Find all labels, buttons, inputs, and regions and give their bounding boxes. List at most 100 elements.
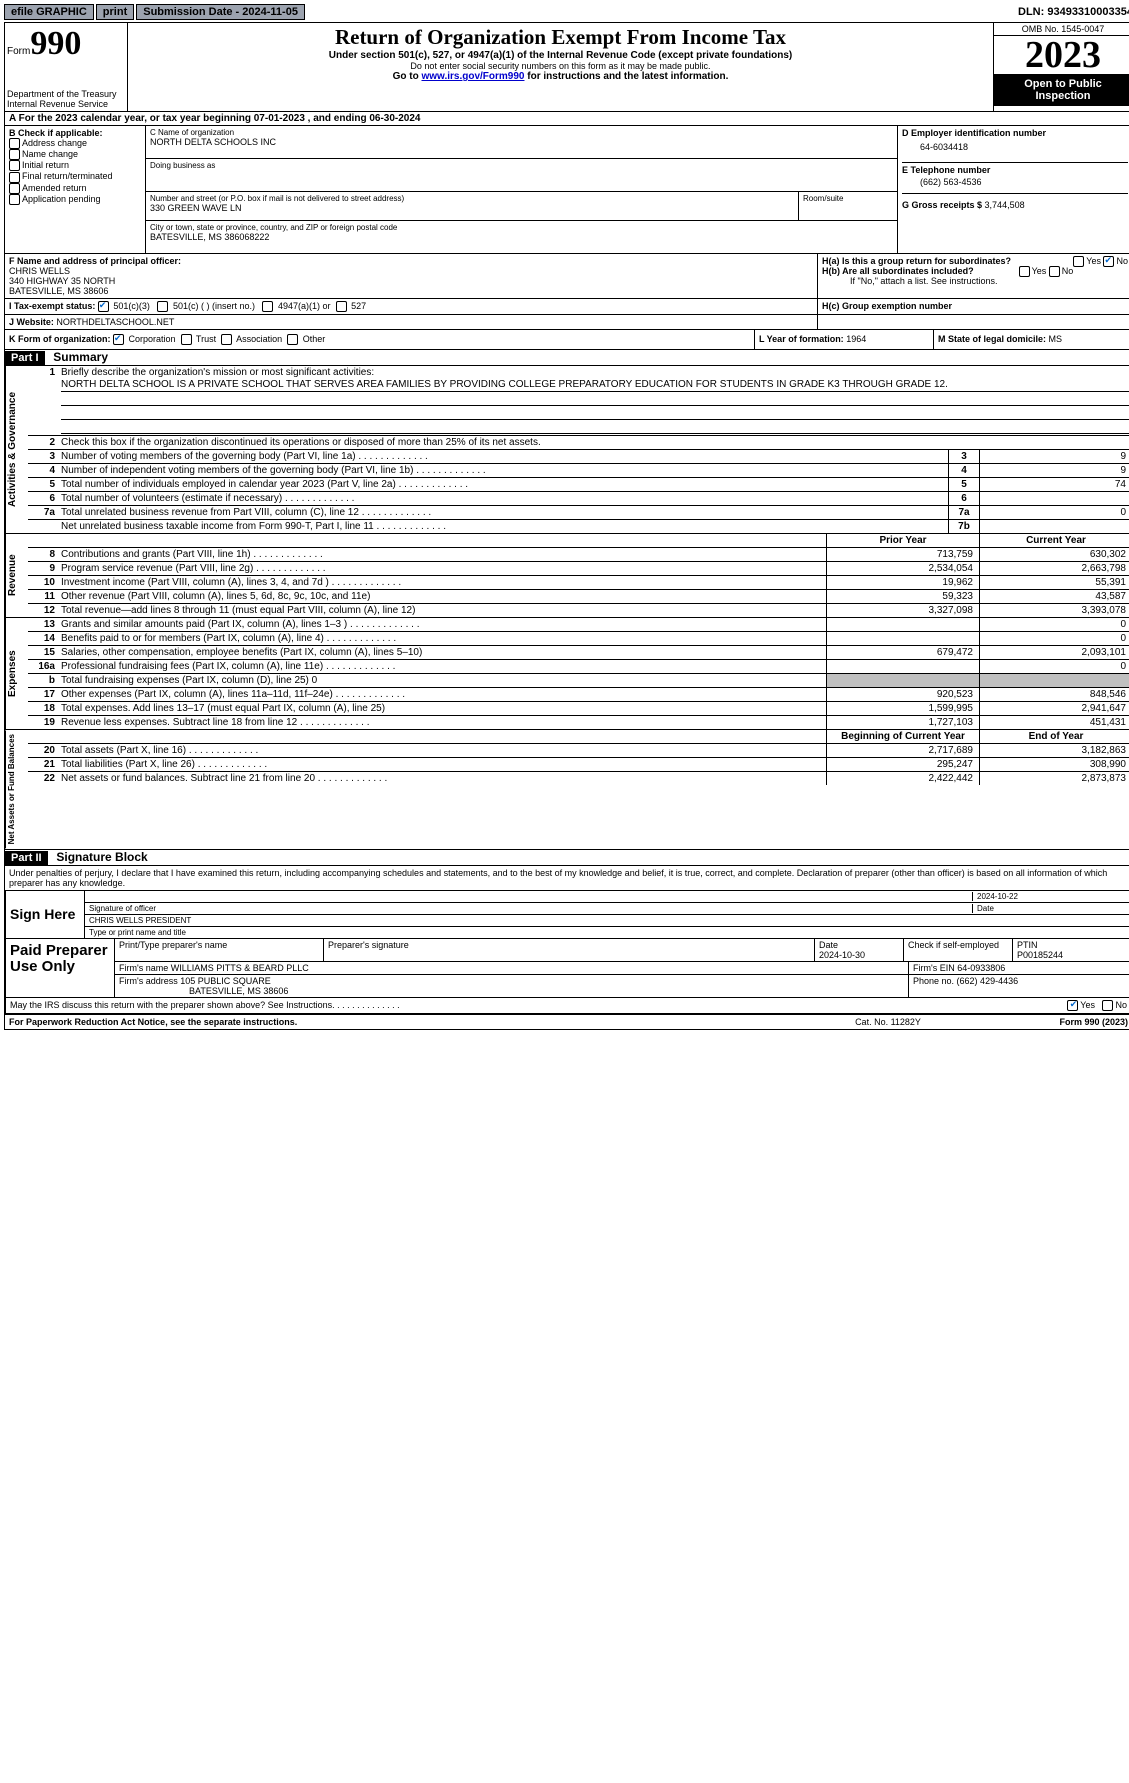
line5: Total number of individuals employed in … xyxy=(58,478,948,491)
box-b: B Check if applicable: Address change Na… xyxy=(5,126,146,253)
room-label: Room/suite xyxy=(803,194,893,203)
ck-other[interactable] xyxy=(287,334,298,345)
line11-py: 59,323 xyxy=(826,590,979,603)
firm-ein-label: Firm's EIN xyxy=(913,963,957,973)
submission-date-pill: Submission Date - 2024-11-05 xyxy=(136,4,305,20)
ck-501c[interactable] xyxy=(157,301,168,312)
ck-assoc[interactable] xyxy=(221,334,232,345)
opt-501c: 501(c) ( ) (insert no.) xyxy=(173,301,255,311)
section-revenue: Revenue Prior YearCurrent Year 8Contribu… xyxy=(5,534,1129,618)
prep-date-label: Date xyxy=(819,940,838,950)
ck-ha-yes[interactable] xyxy=(1073,256,1084,267)
ck-address-change[interactable] xyxy=(9,138,20,149)
subtitle-3: Go to www.irs.gov/Form990 for instructio… xyxy=(132,71,989,82)
footer-cat: Cat. No. 11282Y xyxy=(808,1017,968,1027)
ck-name-change[interactable] xyxy=(9,149,20,160)
ck-initial-return[interactable] xyxy=(9,160,20,171)
line21: Total liabilities (Part X, line 26) xyxy=(58,758,826,771)
line12-cy: 3,393,078 xyxy=(979,604,1129,617)
ck-trust[interactable] xyxy=(181,334,192,345)
section-fh: F Name and address of principal officer:… xyxy=(5,254,1129,299)
line4: Number of independent voting members of … xyxy=(58,464,948,477)
line16b: Total fundraising expenses (Part IX, col… xyxy=(58,674,826,687)
goto-pre: Go to xyxy=(393,71,422,82)
opt-527: 527 xyxy=(351,301,366,311)
line3: Number of voting members of the governin… xyxy=(58,450,948,463)
signature-block: Under penalties of perjury, I declare th… xyxy=(5,866,1129,1014)
period-end: 06-30-2024 xyxy=(369,113,420,124)
prep-sig-label: Preparer's signature xyxy=(324,939,815,961)
firm-phone-value: (662) 429-4436 xyxy=(957,976,1019,986)
ck-hb-yes[interactable] xyxy=(1019,266,1030,277)
section-j: J Website: NORTHDELTASCHOOL.NET xyxy=(5,315,1129,330)
ck-501c3[interactable] xyxy=(98,301,109,312)
header-middle: Return of Organization Exempt From Incom… xyxy=(128,23,993,111)
line10-cy: 55,391 xyxy=(979,576,1129,589)
ck-hb-no[interactable] xyxy=(1049,266,1060,277)
lbl-address-change: Address change xyxy=(22,138,87,148)
line20-cy: 3,182,863 xyxy=(979,744,1129,757)
side-net-assets: Net Assets or Fund Balances xyxy=(5,730,28,848)
line1-desc: Briefly describe the organization's miss… xyxy=(58,366,1129,435)
form-org-label: K Form of organization: xyxy=(9,334,111,344)
form-small: Form xyxy=(7,46,30,57)
ck-app-pending[interactable] xyxy=(9,194,20,205)
line4-val: 9 xyxy=(979,464,1129,477)
ck-amended[interactable] xyxy=(9,183,20,194)
lbl-amended: Amended return xyxy=(22,183,87,193)
subtitle-2: Do not enter social security numbers on … xyxy=(132,61,989,71)
street-value: 330 GREEN WAVE LN xyxy=(150,203,794,213)
lbl-name-change: Name change xyxy=(22,149,78,159)
current-year-hdr: Current Year xyxy=(979,534,1129,547)
box-k: K Form of organization: Corporation Trus… xyxy=(5,330,754,349)
street-label: Number and street (or P.O. box if mail i… xyxy=(150,194,794,203)
ptin-value: P00185244 xyxy=(1017,950,1063,960)
form-990: Form990 Department of the Treasury Inter… xyxy=(4,22,1129,1030)
irs-link[interactable]: www.irs.gov/Form990 xyxy=(421,71,524,82)
line1-num: 1 xyxy=(28,366,58,435)
box-b-header: B Check if applicable: xyxy=(9,128,141,138)
line18: Total expenses. Add lines 13–17 (must eq… xyxy=(58,702,826,715)
line19-py: 1,727,103 xyxy=(826,716,979,729)
paid-preparer-label: Paid Preparer Use Only xyxy=(6,939,115,997)
footer-left: For Paperwork Reduction Act Notice, see … xyxy=(9,1017,808,1027)
ck-final-return[interactable] xyxy=(9,172,20,183)
type-print-label: Type or print name and title xyxy=(85,927,1129,938)
ha-label: H(a) Is this a group return for subordin… xyxy=(822,256,1011,266)
line9-py: 2,534,054 xyxy=(826,562,979,575)
col-deg: D Employer identification number 64-6034… xyxy=(898,126,1129,253)
line21-cy: 308,990 xyxy=(979,758,1129,771)
hb-no: No xyxy=(1062,266,1074,276)
ck-4947[interactable] xyxy=(262,301,273,312)
efile-button[interactable]: efile GRAPHIC xyxy=(4,4,94,20)
box-m: M State of legal domicile: MS xyxy=(933,330,1129,349)
firm-addr1: 105 PUBLIC SQUARE xyxy=(180,976,271,986)
officer-label: F Name and address of principal officer: xyxy=(9,256,813,266)
ck-527[interactable] xyxy=(336,301,347,312)
hb-yes: Yes xyxy=(1032,266,1047,276)
line12: Total revenue—add lines 8 through 11 (mu… xyxy=(58,604,826,617)
ck-discuss-yes[interactable] xyxy=(1067,1000,1078,1011)
phone-label: E Telephone number xyxy=(902,162,1128,175)
line17: Other expenses (Part IX, column (A), lin… xyxy=(58,688,826,701)
discuss-text: May the IRS discuss this return with the… xyxy=(10,1000,1007,1011)
page-footer: For Paperwork Reduction Act Notice, see … xyxy=(5,1014,1129,1029)
print-button[interactable]: print xyxy=(96,4,134,20)
section-i: I Tax-exempt status: 501(c)(3) 501(c) ( … xyxy=(5,299,1129,315)
line14: Benefits paid to or for members (Part IX… xyxy=(58,632,826,645)
phone-value: (662) 563-4536 xyxy=(902,175,1128,193)
ck-ha-no[interactable] xyxy=(1103,256,1114,267)
line21-py: 295,247 xyxy=(826,758,979,771)
firm-ein-value: 64-0933806 xyxy=(957,963,1005,973)
ck-corp[interactable] xyxy=(113,334,124,345)
ck-discuss-no[interactable] xyxy=(1102,1000,1113,1011)
line2-text: Check this box if the organization disco… xyxy=(61,437,541,448)
firm-addr-label: Firm's address xyxy=(119,976,180,986)
line16a-cy: 0 xyxy=(979,660,1129,673)
part1-title: Summary xyxy=(47,350,108,364)
box-hc-empty xyxy=(817,315,1129,329)
line11-cy: 43,587 xyxy=(979,590,1129,603)
part2-bar: Part II Signature Block xyxy=(5,850,1129,866)
line8-cy: 630,302 xyxy=(979,548,1129,561)
line11: Other revenue (Part VIII, column (A), li… xyxy=(58,590,826,603)
